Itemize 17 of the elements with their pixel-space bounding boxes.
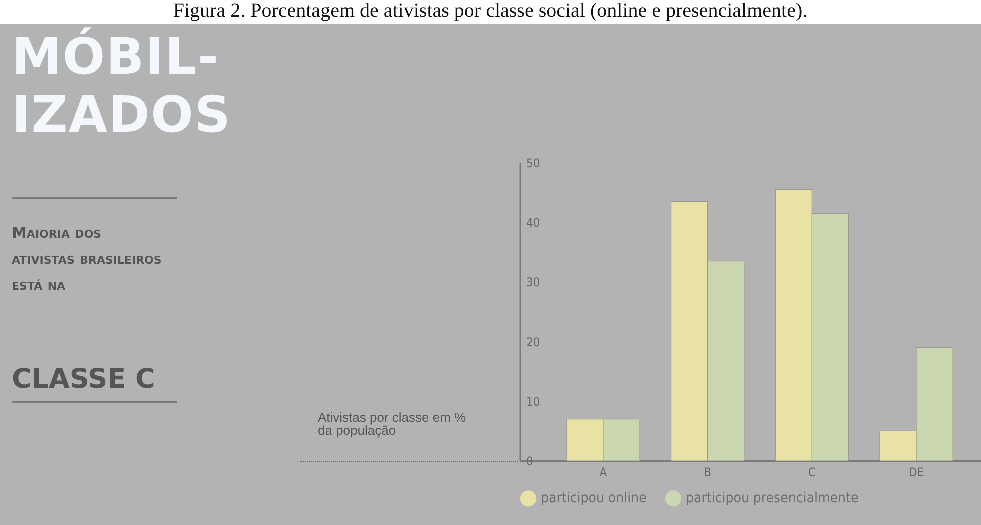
text: Maioria dos ativistas brasileiros está na	[12, 223, 162, 296]
y-tick-label: 20	[526, 335, 540, 350]
legend-label: participou online	[541, 490, 648, 507]
chart-title: Figura 2. Porcentagem de ativistas por classe social (online e presencialmente).	[172, 0, 809, 24]
x-tick-label: C	[808, 466, 816, 480]
text: CLASSE C	[12, 364, 156, 395]
chart-subtitle: MÓBIL-IZADOS	[12, 28, 233, 144]
y-axis-title: Ativistas por classe em % da população	[318, 410, 468, 438]
y-tick-label: 0	[526, 454, 534, 468]
y-tick-label: 40	[526, 216, 540, 230]
y-tick-label: 10	[526, 394, 540, 409]
x-tick-label: B	[704, 466, 712, 480]
legend-label: participou presencialmente	[686, 490, 859, 507]
y-tick-label: 30	[526, 276, 540, 290]
x-tick-label: A	[600, 466, 608, 480]
x-tick-label: DE	[908, 466, 924, 480]
y-tick-label: 50	[526, 156, 540, 170]
